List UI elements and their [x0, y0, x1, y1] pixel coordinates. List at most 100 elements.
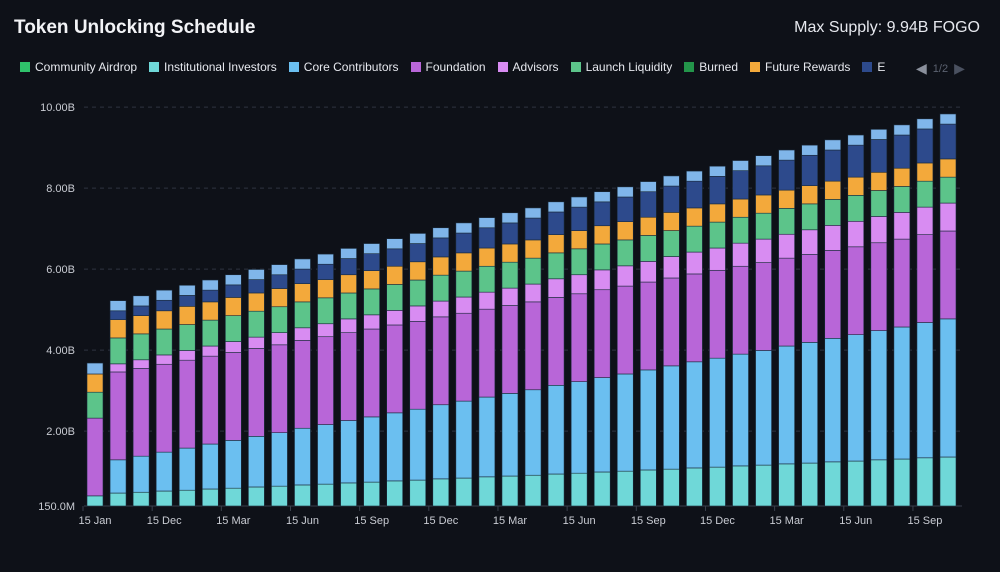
bar-segment [248, 279, 265, 294]
legend-item[interactable]: Institutional Investors [149, 60, 277, 74]
bar-segment [663, 175, 680, 187]
bar-segment [386, 310, 404, 326]
bar-segment [524, 257, 542, 285]
bar-segment [870, 216, 888, 244]
bar-segment [317, 253, 334, 265]
legend-item[interactable]: Launch Liquidity [570, 60, 672, 74]
legend-page: 1/2 [932, 62, 949, 75]
bar-segment [939, 202, 957, 232]
bar-stack[interactable] [132, 295, 150, 507]
bar-stack[interactable] [386, 238, 404, 507]
bar-stack[interactable] [547, 201, 565, 507]
bar-segment [340, 420, 357, 484]
bar-segment [570, 206, 588, 231]
bar-segment [271, 332, 288, 346]
bar-stack[interactable] [225, 274, 242, 507]
legend-next-icon[interactable]: ▶ [954, 60, 965, 76]
bar-stack[interactable] [271, 264, 288, 507]
bar-stack[interactable] [709, 165, 726, 507]
bar-stack[interactable] [340, 248, 357, 507]
bar-segment [847, 144, 865, 178]
bar-stack[interactable] [870, 129, 888, 507]
bar-stack[interactable] [109, 300, 127, 507]
bar-segment [201, 355, 219, 445]
bar-stack[interactable] [409, 233, 427, 507]
legend-item[interactable]: Advisors [497, 60, 559, 74]
bar-stack[interactable] [824, 139, 842, 507]
bar-segment [86, 391, 104, 419]
bar-segment [893, 458, 911, 507]
bar-stack[interactable] [778, 149, 795, 507]
bar-segment [225, 341, 242, 353]
bar-stack[interactable] [732, 160, 749, 507]
bar-segment [432, 274, 450, 302]
bar-segment [317, 424, 334, 485]
bar-segment [593, 243, 611, 271]
bar-stack[interactable] [593, 191, 611, 507]
bar-segment [317, 279, 334, 299]
bar-segment [755, 212, 772, 240]
legend-item[interactable]: Future Rewards [750, 60, 850, 74]
bar-segment [178, 489, 196, 507]
bar-stack[interactable] [501, 212, 519, 507]
legend-item[interactable]: Community Airdrop [20, 60, 137, 74]
y-tick-label: 150.0M [38, 501, 75, 513]
bar-segment [570, 274, 588, 295]
bar-segment [847, 134, 865, 146]
x-tick-label: 15 Mar [769, 515, 804, 527]
bar-stack[interactable] [294, 258, 311, 507]
legend-swatch [862, 62, 873, 72]
bar-segment [570, 196, 588, 208]
legend-label: Community Airdrop [35, 60, 138, 74]
bar-stack[interactable] [616, 186, 634, 507]
bar-segment [639, 235, 657, 262]
legend-prev-icon[interactable]: ◀ [916, 60, 927, 76]
bar-segment [155, 328, 173, 356]
bar-segment [916, 234, 934, 323]
bar-segment [501, 243, 519, 263]
bar-segment [132, 367, 150, 457]
bar-segment [271, 432, 288, 487]
bar-stack[interactable] [939, 113, 957, 507]
bar-stack[interactable] [317, 253, 334, 507]
bar-stack[interactable] [570, 196, 588, 507]
bar-segment [686, 361, 703, 469]
bar-stack[interactable] [201, 279, 219, 507]
bar-segment [824, 180, 842, 200]
bar-stack[interactable] [432, 227, 450, 507]
bar-segment [248, 348, 265, 437]
x-tick-label: 15 Dec [700, 515, 735, 527]
legend-item[interactable]: Core Contributors [288, 60, 399, 74]
legend-item[interactable]: Burned [684, 60, 738, 74]
bar-stack[interactable] [478, 217, 496, 507]
bar-stack[interactable] [916, 118, 934, 507]
bar-stack[interactable] [801, 144, 818, 507]
bar-segment [663, 185, 680, 213]
bar-stack[interactable] [248, 269, 265, 507]
bar-stack[interactable] [178, 284, 196, 507]
bar-stack[interactable] [455, 222, 473, 507]
bar-stack[interactable] [639, 181, 657, 507]
bar-segment [155, 451, 173, 492]
bar-stack[interactable] [86, 362, 104, 507]
bar-stack[interactable] [847, 134, 865, 507]
bar-segment [478, 247, 496, 267]
bar-stack[interactable] [524, 207, 542, 507]
bar-segment [663, 277, 680, 367]
bar-stack[interactable] [155, 289, 173, 507]
bar-stack[interactable] [686, 170, 703, 507]
bar-segment [409, 279, 427, 307]
bar-stack[interactable] [893, 124, 911, 507]
legend-item[interactable]: Foundation [410, 60, 486, 74]
legend-item[interactable]: E [862, 60, 885, 74]
bar-stack[interactable] [363, 243, 380, 507]
bar-segment [916, 162, 934, 182]
bar-segment [616, 373, 634, 472]
bar-stack[interactable] [755, 155, 772, 507]
bar-segment [248, 336, 265, 349]
bar-stack[interactable] [663, 175, 680, 507]
bar-segment [939, 123, 957, 160]
bar-segment [524, 239, 542, 259]
x-tick-label: 15 Jun [286, 515, 319, 527]
bar-segment [547, 278, 565, 298]
